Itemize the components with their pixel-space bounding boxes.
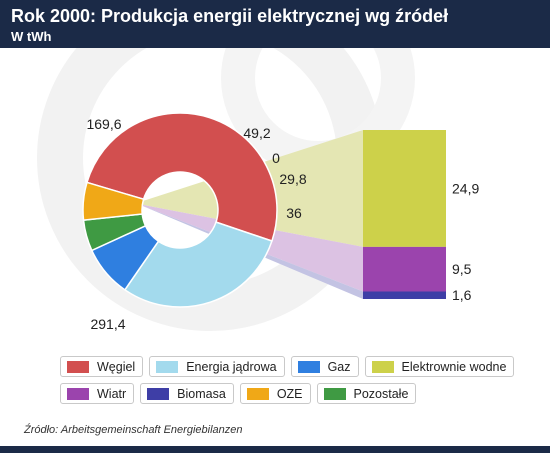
legend-label: Gaz: [327, 359, 351, 374]
legend-swatch: [323, 387, 346, 400]
donut-slice-oze-5: [82, 181, 145, 221]
bar-segment-wiatr: [363, 246, 446, 292]
legend-swatch: [156, 360, 179, 373]
chart-header: Rok 2000: Produkcja energii elektrycznej…: [0, 0, 550, 48]
bar-label-wiatr: 9,5: [452, 261, 472, 277]
legend-swatch: [297, 360, 320, 373]
donut-label-energia-jadrowa-1: 169,6: [86, 116, 121, 132]
legend-swatch: [147, 387, 170, 400]
legend-label: Elektrownie wodne: [401, 359, 507, 374]
legend-row: Węgiel Energia jądrowa Gaz Elektrownie wodn…: [60, 356, 520, 377]
legend-item-oze: OZE: [239, 383, 311, 404]
donut-label-gaz-2: 49,2: [243, 125, 270, 141]
donut-slice-wegiel-0: [86, 112, 278, 242]
legend-swatch: [67, 387, 89, 400]
bar-label-elektrownie-wodne: 24,9: [452, 180, 479, 196]
legend-row: Wiatr Biomasa OZE Pozostałe: [60, 383, 520, 404]
chart-subtitle: W tWh: [11, 29, 52, 44]
legend-swatch: [67, 360, 89, 373]
chart-title: Rok 2000: Produkcja energii elektrycznej…: [11, 6, 449, 26]
legend-item-energia-jadrowa: Energia jądrowa: [149, 356, 285, 377]
legend-item-biomasa: Biomasa: [140, 383, 234, 404]
donut-label-pozostale-4: 29,8: [279, 171, 306, 187]
legend-swatch: [246, 387, 269, 400]
source-note: Źródło: Arbeitsgemeinschaft Energiebilan…: [24, 424, 243, 436]
donut-label-pozostale-3: 0: [272, 150, 280, 166]
bottom-rule: [0, 446, 550, 453]
chart-canvas: 291,4 169,6 49,20 29,8 36 24,9 9,5 1,6: [37, 48, 479, 332]
legend-item-elektrownie-wodne: Elektrownie wodne: [364, 356, 515, 377]
legend-label: Biomasa: [177, 386, 226, 401]
legend-label: OZE: [276, 386, 303, 401]
legend-label: Pozostałe: [353, 386, 409, 401]
breakdown-bar: [363, 130, 446, 299]
legend-item-wiatr: Wiatr: [60, 383, 135, 404]
legend-label: Energia jądrowa: [186, 359, 277, 374]
bar-label-biomasa: 1,6: [452, 287, 472, 303]
donut-label-wegiel-0: 291,4: [90, 316, 125, 332]
bar-segment-elektrownie-wodne: [363, 130, 446, 247]
legend-item-gaz: Gaz: [290, 356, 359, 377]
donut-chart: [82, 112, 278, 308]
bar-segment-biomasa: [363, 291, 446, 299]
donut-slice-energia-jadrowa-1: [123, 221, 273, 308]
legend-swatch: [371, 360, 394, 373]
legend-item-wegiel: Węgiel: [60, 356, 144, 377]
legend: Węgiel Energia jądrowa Gaz Elektrownie wodn…: [60, 356, 520, 410]
legend-label: Węgiel: [97, 359, 136, 374]
legend-item-pozostale: Pozostałe: [316, 383, 417, 404]
legend-label: Wiatr: [97, 386, 127, 401]
donut-label-oze-5: 36: [286, 205, 302, 221]
data-labels: 291,4 169,6 49,20 29,8 36 24,9 9,5 1,6: [86, 116, 479, 332]
